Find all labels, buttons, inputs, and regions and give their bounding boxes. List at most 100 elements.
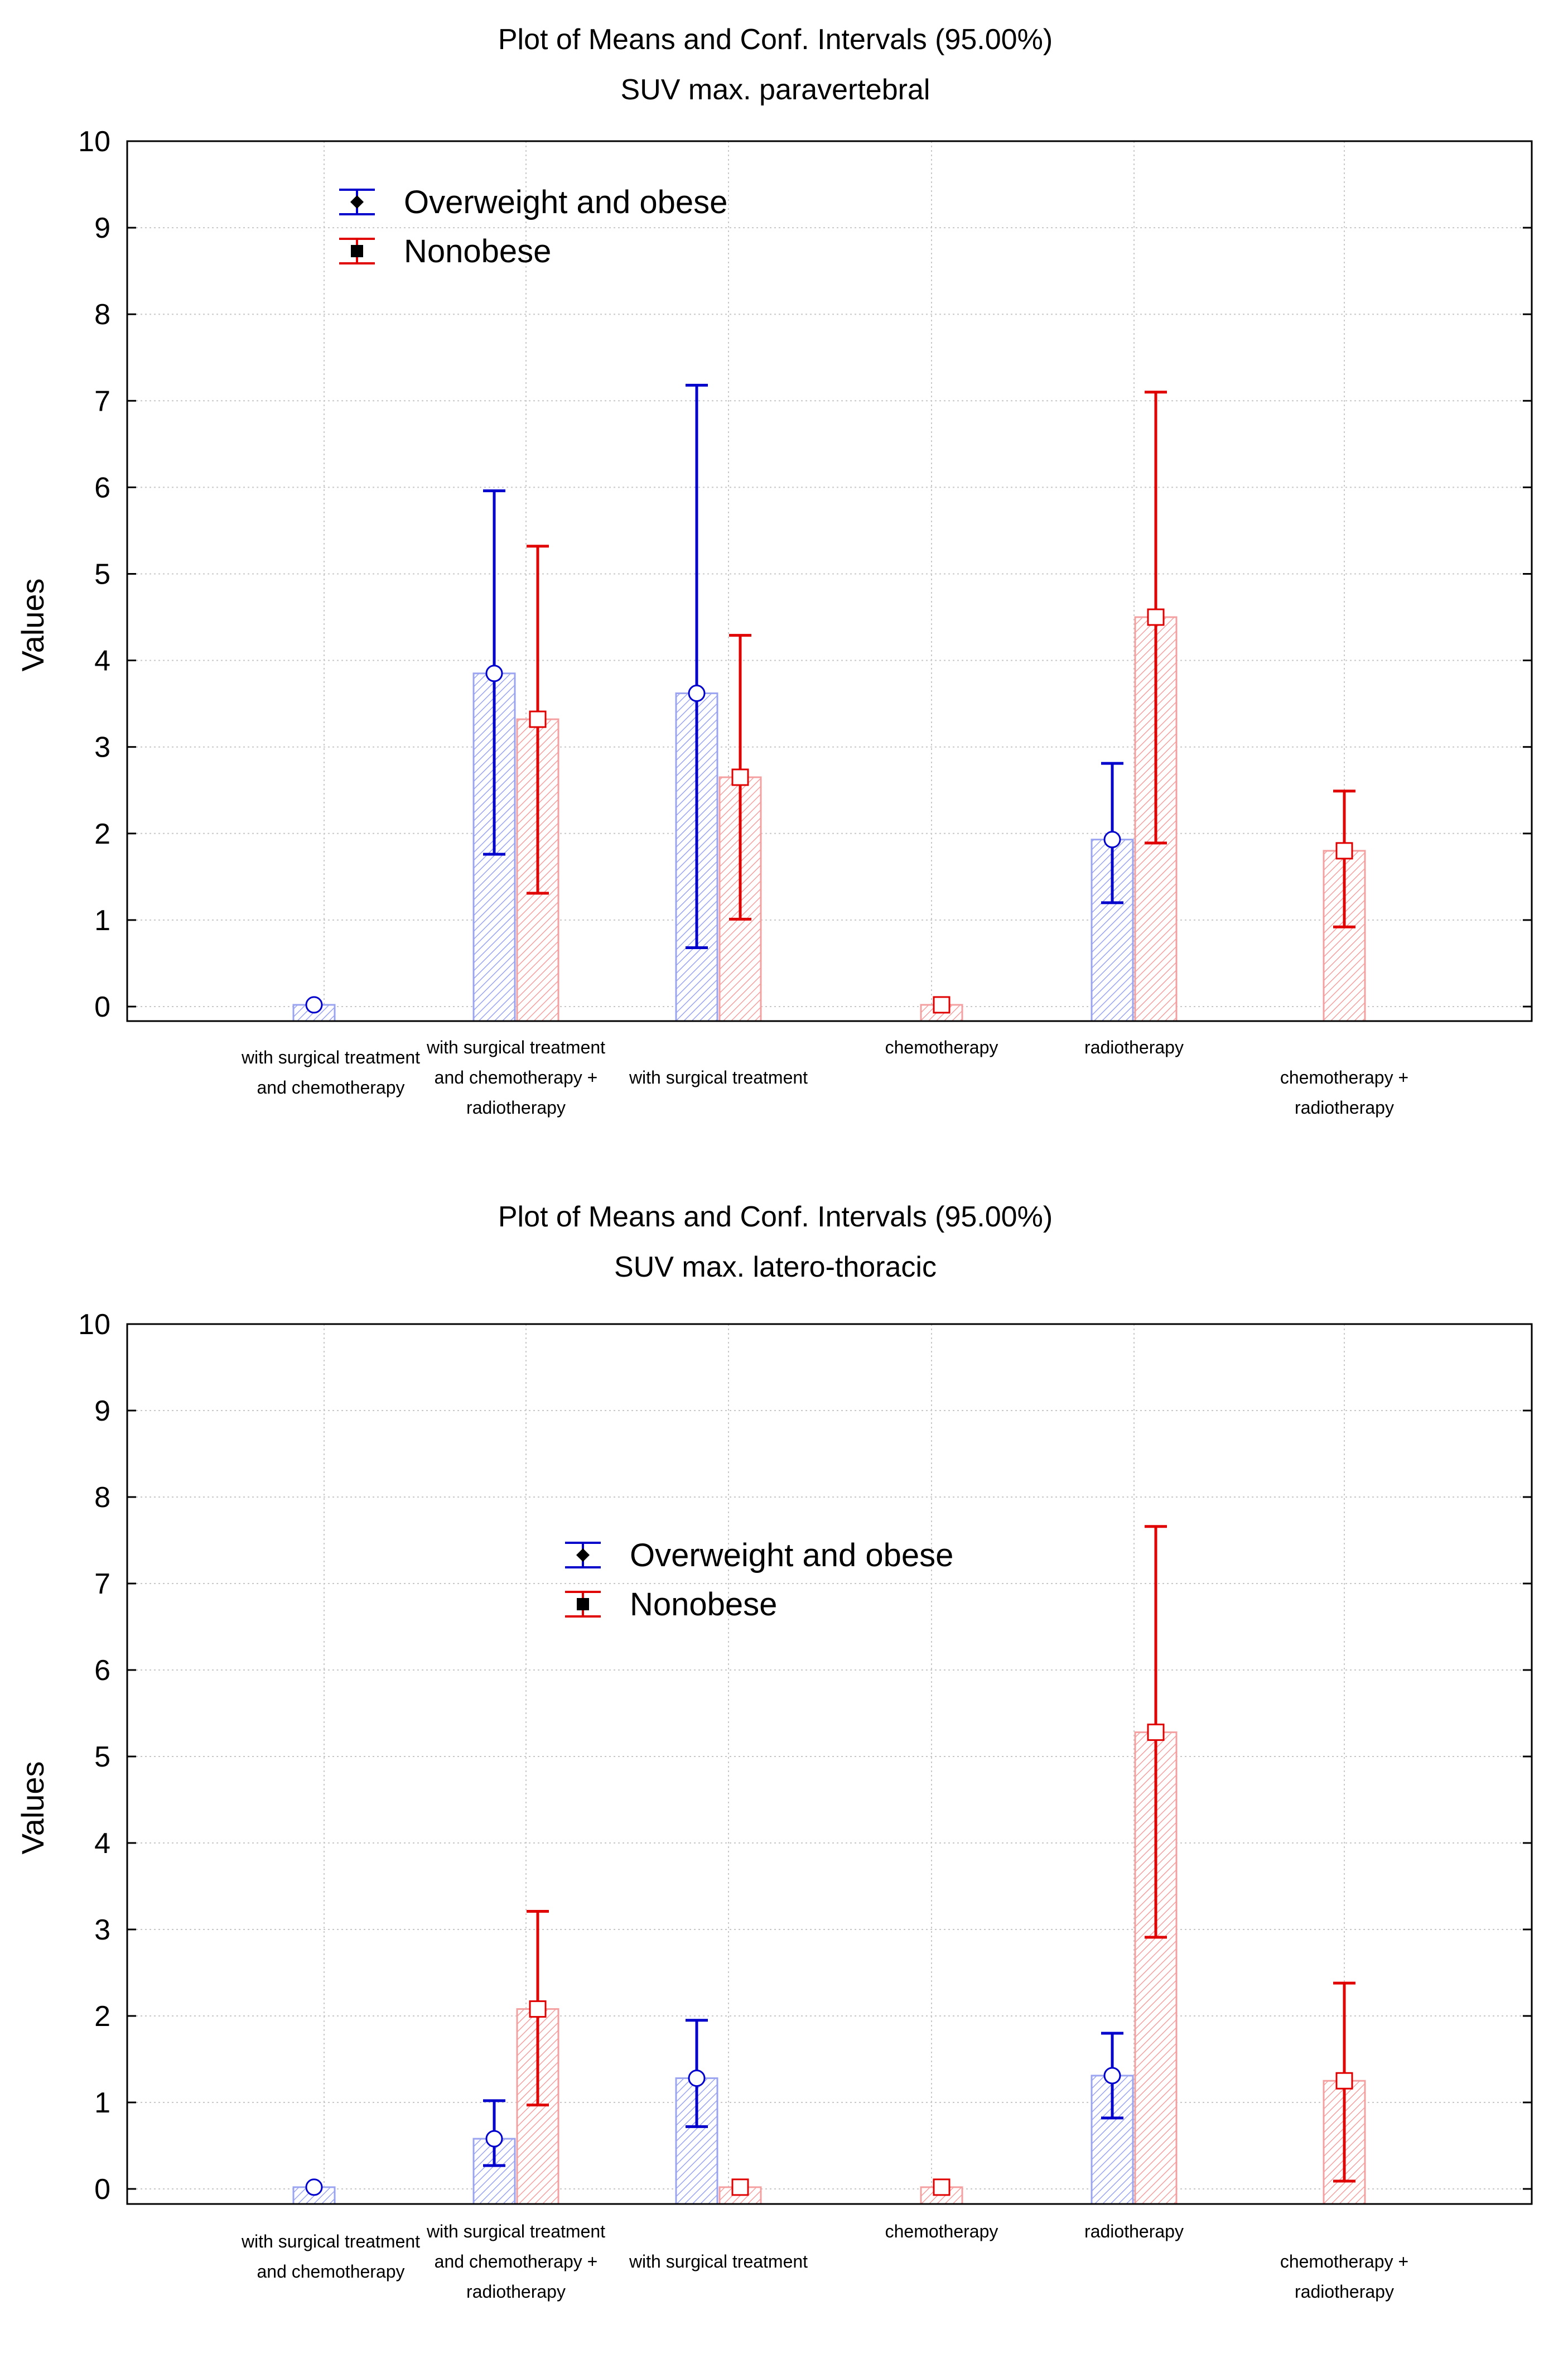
x-category-label: chemotherapy + radiotherapy bbox=[1280, 2251, 1408, 2302]
chart-subtitle: SUV max. paravertebral bbox=[621, 74, 930, 106]
y-tick-label: 5 bbox=[94, 559, 110, 591]
x-category-labels: with surgical treatment and chemotherapy w… bbox=[241, 1037, 1408, 1118]
y-axis-label: Values bbox=[15, 1761, 50, 1854]
mean-marker bbox=[485, 2130, 503, 2148]
legend-marker-nonobese bbox=[339, 238, 375, 264]
y-tick-label: 1 bbox=[94, 904, 110, 937]
mean-marker bbox=[1335, 842, 1353, 860]
legend-item-nonobese: Nonobese bbox=[339, 233, 551, 269]
y-tick-label: 8 bbox=[94, 299, 110, 331]
legend-label-nonobese: Nonobese bbox=[630, 1586, 777, 1623]
chart-subtitle: SUV max. latero-thoracic bbox=[614, 1251, 937, 1283]
x-category-label: with surgical treatment and chemotherapy … bbox=[426, 1037, 605, 1118]
y-tick-label: 3 bbox=[94, 731, 110, 764]
x-category-line: with surgical treatment bbox=[629, 1067, 808, 1087]
x-category-line: with surgical treatment bbox=[629, 2251, 808, 2271]
y-tick-label: 2 bbox=[94, 818, 110, 850]
legend-marker-nonobese bbox=[565, 1591, 601, 1618]
error-bars bbox=[483, 383, 1355, 950]
mean-marker bbox=[688, 2070, 706, 2087]
legend-marker-overweight bbox=[565, 1542, 601, 1568]
mean-marker bbox=[1147, 1724, 1165, 1741]
legend-diamond bbox=[350, 195, 364, 209]
x-category-line: with surgical treatment bbox=[426, 2221, 605, 2241]
x-category-line: chemotherapy bbox=[885, 2221, 998, 2241]
y-tick-label: 7 bbox=[94, 385, 110, 417]
chart-paravertebral: Plot of Means and Conf. Intervals (95.00… bbox=[15, 23, 1533, 1118]
x-category-line: and chemotherapy bbox=[257, 1077, 404, 1098]
y-tick-label: 9 bbox=[94, 212, 110, 244]
y-tick-label: 10 bbox=[78, 126, 110, 158]
plot-frame bbox=[126, 140, 1533, 1022]
x-category-line: radiotherapy bbox=[466, 2282, 566, 2302]
x-category-line: radiotherapy bbox=[1084, 2221, 1184, 2241]
y-tick-label: 10 bbox=[78, 1308, 110, 1341]
x-category-line: radiotherapy bbox=[466, 1098, 566, 1118]
y-tick-label: 7 bbox=[94, 1568, 110, 1600]
error-bar bbox=[686, 383, 708, 950]
x-category-line: chemotherapy + bbox=[1280, 2251, 1408, 2271]
x-category-line: radiotherapy bbox=[1084, 1037, 1184, 1057]
x-category-label: with surgical treatment bbox=[629, 1067, 808, 1087]
bars bbox=[292, 616, 1366, 1022]
y-tick-label: 2 bbox=[94, 2000, 110, 2033]
y-tick-label: 0 bbox=[94, 2173, 110, 2206]
mean-marker bbox=[1147, 608, 1165, 626]
y-tick-label: 0 bbox=[94, 991, 110, 1023]
legend-marker-overweight bbox=[339, 189, 375, 215]
y-tick-label: 4 bbox=[94, 1827, 110, 1860]
legend-square bbox=[577, 1598, 589, 1610]
x-category-line: with surgical treatment bbox=[426, 1037, 605, 1057]
y-tick-label: 3 bbox=[94, 1914, 110, 1946]
x-category-line: with surgical treatment bbox=[241, 1047, 420, 1067]
plot-frame bbox=[126, 1323, 1533, 2205]
legend-item-nonobese: Nonobese bbox=[565, 1586, 777, 1623]
legend-diamond bbox=[576, 1548, 590, 1562]
mean-marker bbox=[933, 2178, 951, 2196]
mean-marker bbox=[529, 2000, 547, 2018]
x-category-label: radiotherapy bbox=[1084, 1037, 1184, 1057]
x-category-label: with surgical treatment and chemotherapy … bbox=[426, 2221, 605, 2302]
legend-item-overweight: Overweight and obese bbox=[565, 1537, 953, 1573]
x-category-label: chemotherapy bbox=[885, 1037, 998, 1057]
gridlines bbox=[127, 1324, 1532, 2204]
y-tick-label: 6 bbox=[94, 471, 110, 504]
mean-marker bbox=[305, 2178, 323, 2196]
legend-label-overweight: Overweight and obese bbox=[630, 1537, 953, 1573]
x-category-line: radiotherapy bbox=[1295, 2282, 1394, 2302]
x-category-line: and chemotherapy bbox=[257, 2261, 404, 2282]
legend-item-overweight: Overweight and obese bbox=[339, 184, 727, 220]
legend-label-overweight: Overweight and obese bbox=[404, 184, 727, 220]
mean-marker bbox=[1103, 2067, 1121, 2085]
x-category-line: radiotherapy bbox=[1295, 1098, 1394, 1118]
mean-marker bbox=[688, 685, 706, 702]
y-ticks: 0 1 2 3 4 5 6 7 8 9 10 bbox=[78, 1308, 1532, 2206]
x-category-line: and chemotherapy + bbox=[435, 1067, 598, 1087]
y-tick-label: 6 bbox=[94, 1654, 110, 1687]
x-category-label: chemotherapy bbox=[885, 2221, 998, 2241]
mean-marker bbox=[305, 996, 323, 1014]
mean-marker bbox=[731, 768, 749, 786]
mean-marker bbox=[529, 710, 547, 728]
mean-marker bbox=[933, 996, 951, 1014]
x-category-line: and chemotherapy + bbox=[435, 2251, 598, 2271]
y-tick-label: 5 bbox=[94, 1741, 110, 1773]
mean-marker bbox=[485, 665, 503, 682]
legend: Overweight and obese Nonobese bbox=[565, 1537, 953, 1623]
y-ticks: 0 1 2 3 4 5 6 7 8 9 10 bbox=[78, 126, 1532, 1023]
mean-markers bbox=[305, 608, 1353, 1014]
legend-square bbox=[351, 245, 363, 257]
bars bbox=[292, 1731, 1366, 2205]
x-category-line: with surgical treatment bbox=[241, 2231, 420, 2251]
chart-latero-thoracic: Plot of Means and Conf. Intervals (95.00… bbox=[15, 1201, 1533, 2302]
x-category-label: with surgical treatment bbox=[629, 2251, 808, 2271]
legend-label-nonobese: Nonobese bbox=[404, 233, 551, 269]
chart-title: Plot of Means and Conf. Intervals (95.00… bbox=[498, 1201, 1053, 1233]
y-tick-label: 8 bbox=[94, 1481, 110, 1514]
mean-marker bbox=[1103, 831, 1121, 849]
x-category-line: chemotherapy + bbox=[1280, 1067, 1408, 1087]
x-category-label: with surgical treatment and chemotherapy bbox=[241, 2231, 420, 2282]
